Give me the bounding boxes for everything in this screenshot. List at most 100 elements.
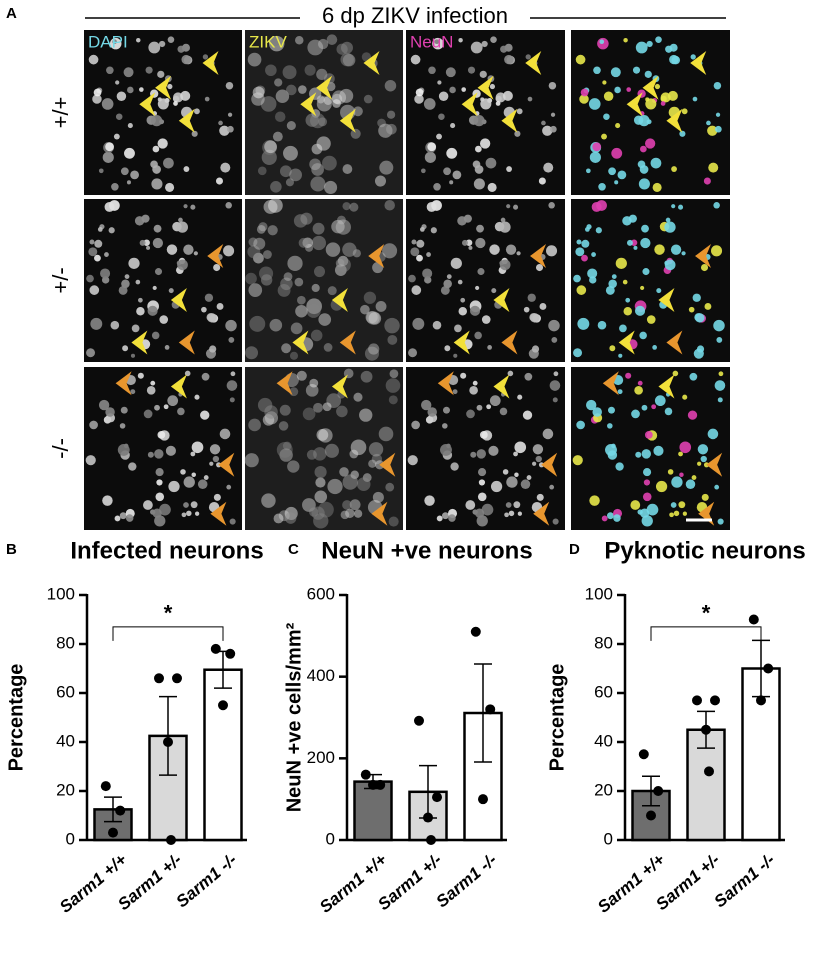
cell: [672, 370, 679, 377]
cell: [279, 165, 292, 178]
micrograph: [571, 199, 730, 362]
cell: [281, 343, 292, 354]
y-tick-label: 40: [594, 731, 613, 750]
cell: [703, 177, 711, 185]
arrowhead: [371, 501, 388, 526]
cell: [480, 98, 492, 110]
cell: [708, 162, 719, 173]
cell: [316, 136, 331, 151]
cell: [143, 500, 153, 510]
data-point: [218, 700, 228, 711]
cell: [310, 113, 326, 129]
cell: [209, 461, 214, 466]
cell: [584, 227, 590, 232]
cell: [548, 319, 560, 332]
cell: [154, 449, 164, 459]
cell: [667, 90, 678, 101]
data-point: [172, 673, 182, 684]
cell: [576, 239, 582, 245]
arrowhead: [626, 92, 643, 117]
cell: [336, 43, 348, 55]
cell: [119, 512, 127, 520]
cell: [489, 83, 496, 90]
cell: [256, 225, 266, 234]
channel-label: DAPI: [88, 32, 128, 51]
cell: [592, 407, 602, 417]
cell: [167, 83, 173, 90]
cell: [682, 511, 687, 516]
cell: [298, 85, 307, 94]
data-point: [225, 648, 236, 659]
cell: [679, 472, 684, 477]
cell: [89, 420, 98, 430]
cell: [253, 237, 266, 250]
cell: [123, 67, 134, 78]
arrowhead: [706, 452, 723, 477]
cell: [342, 164, 353, 174]
cell: [313, 402, 323, 413]
cell: [531, 345, 540, 353]
cell: [98, 168, 104, 174]
cell: [640, 237, 651, 249]
data-point: [692, 695, 702, 706]
cell: [165, 182, 175, 193]
cell: [715, 125, 722, 133]
cell: [213, 493, 221, 501]
arrowhead: [155, 75, 172, 100]
cell: [437, 80, 442, 85]
cell: [626, 87, 632, 92]
cell: [443, 279, 452, 289]
cell: [655, 36, 662, 43]
cell: [474, 165, 484, 174]
cell: [692, 293, 701, 302]
cell: [550, 125, 557, 133]
cell: [89, 239, 95, 245]
cell: [112, 39, 117, 45]
y-tick-label: 100: [585, 584, 613, 603]
cell: [622, 216, 632, 226]
cell: [121, 279, 130, 289]
arrowhead: [501, 330, 518, 355]
cell: [226, 484, 232, 490]
cell: [506, 166, 512, 172]
cell: [517, 511, 522, 516]
cell: [183, 244, 194, 255]
cell: [183, 502, 189, 508]
cell: [575, 247, 585, 257]
cell: [88, 54, 99, 65]
micrograph: [84, 199, 242, 362]
cell: [191, 130, 198, 137]
cell: [311, 283, 320, 293]
cell: [607, 406, 615, 414]
cell: [111, 183, 119, 191]
cell: [408, 348, 418, 358]
cell: [295, 35, 304, 45]
cell: [326, 34, 338, 45]
cell: [269, 318, 283, 332]
cell: [625, 297, 631, 303]
cell: [117, 443, 130, 456]
cell: [387, 334, 398, 345]
cell: [148, 41, 161, 54]
cell: [440, 443, 452, 456]
cell: [180, 469, 186, 475]
cell: [90, 317, 103, 330]
cell: [257, 166, 267, 176]
cell: [467, 66, 476, 74]
cell: [200, 410, 210, 420]
cell: [314, 466, 327, 479]
cell: [294, 277, 304, 287]
cell: [304, 64, 316, 76]
cell: [449, 180, 454, 185]
cell: [184, 370, 191, 377]
cell: [654, 244, 665, 255]
y-axis-label: NeuN +ve cells/mm²: [283, 622, 305, 812]
cell: [342, 202, 351, 211]
cell: [177, 259, 188, 271]
cell: [130, 389, 136, 395]
cell: [311, 506, 325, 520]
cell: [412, 317, 425, 330]
arrowhead: [210, 501, 227, 526]
data-point: [756, 695, 766, 706]
cell: [286, 84, 297, 96]
